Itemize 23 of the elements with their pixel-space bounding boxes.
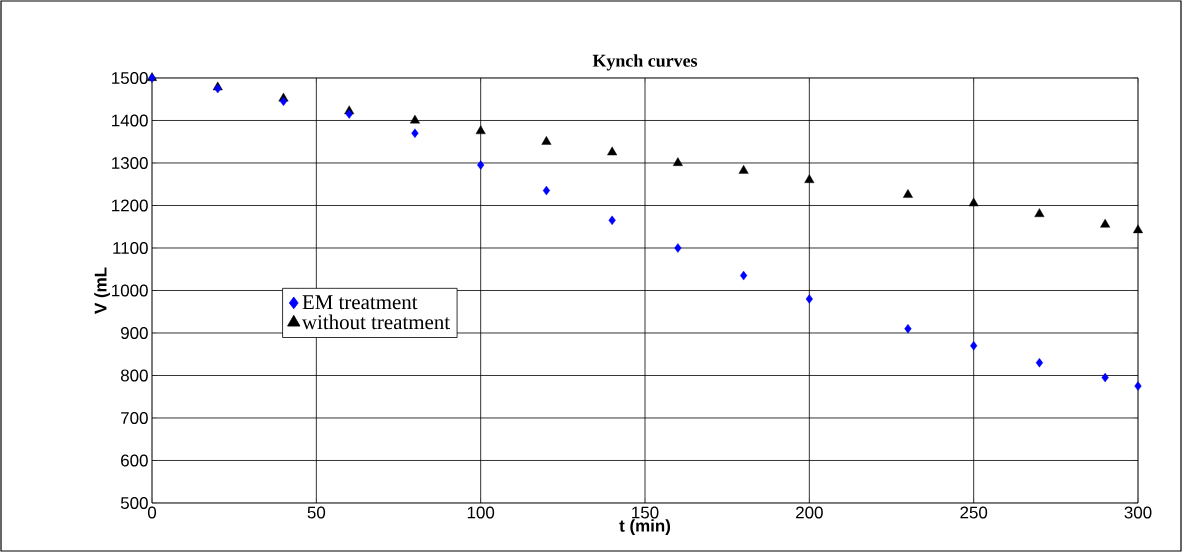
y-tick-label: 800 — [120, 369, 148, 382]
y-tick-label: 900 — [121, 326, 148, 339]
y-tick-label: 500 — [120, 496, 148, 509]
y-tick-label: 1100 — [113, 241, 148, 254]
x-tick-label: 250 — [960, 506, 988, 519]
y-tick-label: 700 — [121, 411, 148, 424]
y-tick-label: 600 — [121, 454, 148, 467]
y-tick-label: 1400 — [112, 114, 148, 127]
y-tick-label: 1000 — [112, 284, 148, 297]
x-tick-label: 100 — [467, 506, 495, 519]
x-tick-label: 150 — [632, 506, 659, 519]
y-axis-title: V (mL — [94, 267, 110, 314]
legend-label: EM treatment — [302, 295, 418, 310]
x-tick-label: 0 — [147, 506, 157, 519]
y-tick-label: 1200 — [112, 199, 148, 212]
chart-title: Kynch curves — [592, 54, 698, 71]
y-tick-label: 1300 — [112, 156, 148, 169]
x-axis-title: t (min) — [619, 519, 671, 536]
x-tick-label: 200 — [796, 506, 823, 519]
x-tick-label: 300 — [1124, 506, 1152, 519]
x-tick-label: 50 — [307, 506, 326, 519]
y-tick-label: 1500 — [112, 71, 148, 84]
legend-label: without treatment — [301, 314, 450, 330]
